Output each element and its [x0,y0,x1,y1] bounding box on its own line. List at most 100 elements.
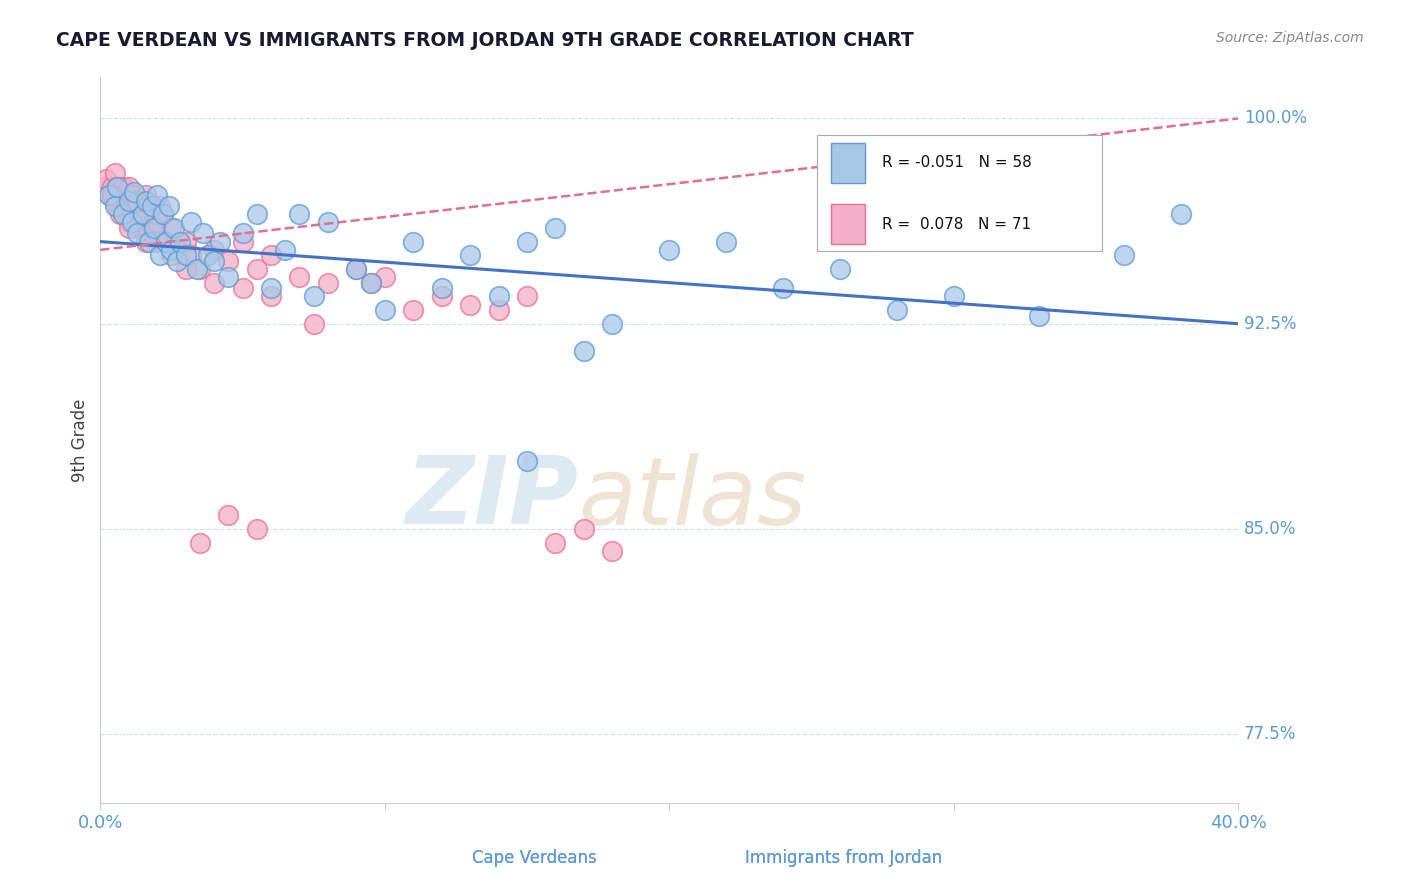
Point [124,188,146,202]
Point [217,253,239,268]
Point [160,248,183,262]
Point [174,235,197,249]
Point [260,281,283,295]
Text: ZIP: ZIP [405,452,578,544]
Point [138,235,160,249]
Point [97,188,120,202]
Point [155,235,177,249]
Point [129,207,152,221]
Point [91,180,114,194]
Text: Source: ZipAtlas.com: Source: ZipAtlas.com [1216,31,1364,45]
Point [132,194,155,208]
Point [135,194,157,208]
Point [100,180,122,194]
Point [191,227,214,241]
Point [488,289,510,303]
Point [197,248,219,262]
Point [166,253,188,268]
Point [188,262,211,277]
Point [302,289,325,303]
Point [374,303,396,318]
Point [135,207,157,221]
Point [115,194,138,208]
Point [127,227,149,241]
Point [121,215,143,229]
Point [202,276,225,290]
Point [157,199,180,213]
Point [107,199,129,213]
Point [121,207,143,221]
Point [430,289,453,303]
Point [155,235,177,249]
Point [828,262,851,277]
Bar [831,143,865,183]
Point [544,535,567,549]
Point [152,207,174,221]
Point [127,221,149,235]
Point [149,248,172,262]
Point [602,544,624,558]
Point [160,243,183,257]
Point [202,243,225,257]
Point [1114,248,1136,262]
Point [658,243,681,257]
Point [160,221,183,235]
Text: atlas: atlas [578,452,807,543]
Point [772,281,794,295]
Point [132,221,155,235]
Point [118,194,141,208]
Point [544,221,567,235]
Point [149,199,172,213]
Point [141,221,163,235]
Point [121,194,143,208]
Point [103,194,125,208]
Bar [817,136,1102,252]
Point [516,235,538,249]
Point [135,235,157,249]
Bar [831,204,865,244]
Point [174,262,197,277]
Point [360,276,382,290]
Point [169,235,191,249]
Point [180,215,202,229]
Point [202,253,225,268]
Text: 92.5%: 92.5% [1244,315,1296,333]
Point [124,186,146,200]
Point [402,235,425,249]
Point [232,281,254,295]
Point [942,289,965,303]
Point [288,207,311,221]
Point [260,289,283,303]
Point [143,221,166,235]
Point [430,281,453,295]
Point [217,508,239,523]
Text: Immigrants from Jordan: Immigrants from Jordan [745,849,942,867]
Point [302,317,325,331]
Point [110,188,132,202]
Point [246,207,269,221]
Point [124,199,146,213]
Point [344,262,367,277]
Point [112,180,135,194]
Point [714,235,737,249]
Point [94,171,117,186]
Point [316,276,339,290]
Text: 100.0%: 100.0% [1244,110,1308,128]
Point [188,535,211,549]
Text: 77.5%: 77.5% [1244,725,1296,743]
Text: Cape Verdeans: Cape Verdeans [472,849,596,867]
Point [288,270,311,285]
Point [344,262,367,277]
Point [458,297,481,311]
Point [572,522,595,536]
Text: Immigrants from Jordan: Immigrants from Jordan [745,849,942,867]
Point [118,180,141,194]
Point [516,289,538,303]
Point [1028,309,1050,323]
Y-axis label: 9th Grade: 9th Grade [72,399,89,482]
Point [217,270,239,285]
Point [516,453,538,467]
Point [112,207,135,221]
Text: 85.0%: 85.0% [1244,520,1296,538]
Point [146,235,169,249]
